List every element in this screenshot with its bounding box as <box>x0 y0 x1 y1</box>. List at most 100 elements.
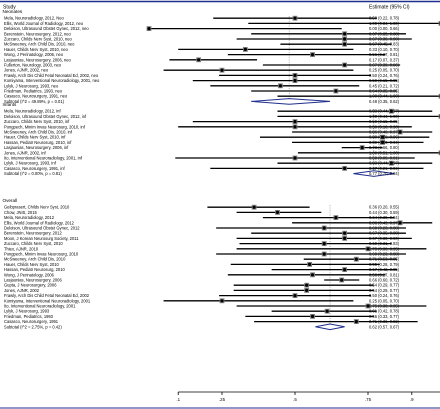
study-label: Ellis, World Journal of Radiology, 2012 <box>4 220 75 225</box>
estimate-text: 0.71 (0.36, 0.92) <box>369 319 400 324</box>
estimate-text: 0.50 (0.24, 0.76) <box>369 73 400 78</box>
point-estimate <box>343 42 347 46</box>
estimate-text: 0.50 (0.15, 0.85) <box>369 119 400 124</box>
point-estimate <box>354 320 358 324</box>
estimate-text: 0.60 (0.23, 0.88) <box>369 226 400 231</box>
study-label: Deloison, Ultrasound Obstet Gynec, 2012,… <box>4 114 87 119</box>
study-label: Zuccaro, Childs Nerv Syst, 2010 <box>4 241 63 246</box>
study-label: Hauer, Childs Nerv Syst, 2010, inf <box>4 135 66 140</box>
x-tick-label: .5 <box>293 397 297 402</box>
estimate-text: 1.00 (0.34, 1.00) <box>369 21 400 26</box>
subtotal-label: Subtotal (I^2 = 49.89%, p = 0.01) <box>4 99 65 104</box>
subtotal-estimate: 0.62 (0.57, 0.67) <box>369 324 400 329</box>
estimate-text: 0.67 (0.30, 0.90) <box>369 236 400 241</box>
estimate-text: 0.50 (0.22, 0.78) <box>369 16 400 21</box>
x-tick-label: .9 <box>410 397 414 402</box>
estimate-text: 0.25 (0.05, 0.70) <box>369 68 400 73</box>
study-label: Gupta, J Neurosurgery, 2006 <box>4 283 57 288</box>
point-estimate <box>360 146 364 150</box>
study-label: Zuccaro, Childs Nerv Syst, 2010, inf <box>4 119 70 124</box>
point-estimate <box>340 278 344 282</box>
point-estimate <box>293 73 297 77</box>
point-estimate <box>334 89 338 93</box>
study-label: Mela, Neuroradiology, 2012, Neo <box>4 16 64 21</box>
weight-box <box>438 114 440 119</box>
estimate-text: 0.50 (0.15, 0.85) <box>369 78 400 83</box>
point-estimate <box>293 79 297 83</box>
point-estimate <box>293 156 297 160</box>
estimate-text: 0.67 (0.30, 0.90) <box>369 37 400 42</box>
pooled-diamond <box>315 323 345 331</box>
estimate-text: 0.56 (0.33, 0.77) <box>369 314 400 319</box>
point-estimate <box>310 273 315 277</box>
study-label: Lasjaunias, Neurosurgery, 2006 <box>4 278 62 283</box>
estimate-text: 0.80 (0.38, 0.96) <box>369 135 400 140</box>
estimate-text: 0.75 (0.30, 0.95) <box>369 246 400 251</box>
pooled-diamond <box>353 170 395 177</box>
estimate-text: 0.73 (0.66, 0.80) <box>369 145 400 150</box>
study-label: Hauer, Childs Nerv Syst, 2010 <box>4 262 60 267</box>
study-label: Pongpech, Minim Invas Neurosurg, 2010 <box>4 252 79 257</box>
point-estimate <box>343 32 347 36</box>
estimate-text: 0.86 (0.49, 0.97) <box>369 220 400 225</box>
study-label: Jones, AJNR, 2002, inf <box>4 150 47 155</box>
section-title: Neonates <box>3 9 23 14</box>
estimate-text: 0.50 (0.10, 0.90) <box>369 124 400 129</box>
estimate-text: 0.54 (0.29, 0.77) <box>369 288 400 293</box>
estimate-text: 0.83 (0.44, 0.97) <box>369 109 400 114</box>
subtotal-label: Subtotal (I^2 = 0.00%, p = 0.81) <box>4 171 62 176</box>
point-estimate <box>252 205 256 209</box>
study-label: Frawly, Arch Dis Child Fetal Neonatal Ed… <box>4 73 99 78</box>
point-estimate <box>322 242 326 246</box>
study-label: Casasco, Neurosurgery, 1991, inf <box>4 166 66 171</box>
study-label: Ito, Interventional Neuroradiology, 2001… <box>4 156 83 161</box>
point-estimate <box>322 252 326 256</box>
estimate-text: 0.60 (0.23, 0.88) <box>369 252 400 257</box>
study-label: Ellis, World Journal of Radiology, 2012,… <box>4 21 84 26</box>
study-label: Berenstein, Neurosurgery, 2012, neo <box>4 31 72 36</box>
weight-box <box>438 150 440 156</box>
study-label: Lasjaunias, Neurosurgery, 2006, neo <box>4 57 72 62</box>
study-label: Ito, Interventional Neuroradiology, 2001 <box>4 304 76 309</box>
point-estimate <box>305 288 309 292</box>
x-axis: .1.25.5.75.91 <box>176 391 440 402</box>
study-label: Hassan, Pediatr Neurosurg, 2010 <box>4 267 65 272</box>
point-estimate <box>220 68 224 72</box>
study-label: Mela, Neuroradiology, 2012, inf <box>4 109 61 114</box>
study-label: Komiyama, Interventional Neuroradiology,… <box>4 298 91 303</box>
estimate-text: 0.00 (0.00, 0.66) <box>369 26 400 31</box>
subtotal-estimate: 0.48 (0.35, 0.62) <box>369 99 400 104</box>
estimate-text: 1.00 (0.44, 1.00) <box>369 114 400 119</box>
point-estimate <box>398 221 402 225</box>
study-label: Wong, J Perinatology, 2006 <box>4 272 55 277</box>
point-estimate <box>275 210 280 214</box>
study-label: Lylyk, J Neurosurg, 1993, inf <box>4 161 57 166</box>
section-title: Overall <box>3 198 18 203</box>
point-estimate <box>343 63 347 67</box>
weight-box <box>438 93 440 99</box>
point-estimate <box>343 166 347 170</box>
point-estimate <box>310 314 315 318</box>
point-estimate <box>366 247 370 251</box>
study-label: Chow, JNIS, 2015 <box>4 210 37 215</box>
point-estimate <box>293 120 297 124</box>
estimate-text: 0.56 (0.27, 0.81) <box>369 272 400 277</box>
estimate-text: 0.67 (0.42, 0.85) <box>369 267 400 272</box>
point-estimate <box>343 231 347 235</box>
study-label: Hauer, Childs Nerv Syst, 2010, neo <box>4 47 69 52</box>
estimate-text: 0.55 (0.28, 0.79) <box>369 262 400 267</box>
study-label: Friedman, Pediatrics, 1993, neo <box>4 89 63 94</box>
point-estimate <box>197 58 201 62</box>
estimate-text: 1.00 (0.44, 1.00) <box>369 94 400 99</box>
point-estimate <box>310 53 315 57</box>
grid-layer <box>288 16 375 324</box>
estimate-text: 0.83 (0.44, 0.97) <box>369 161 400 166</box>
point-estimate <box>305 283 309 287</box>
point-estimate <box>220 299 224 303</box>
weight-box <box>438 21 440 26</box>
study-label: Hassan, Pediatr Neurosurg, 2010, inf <box>4 140 72 145</box>
point-estimate <box>343 236 347 240</box>
estimate-text: 0.33 (0.10, 0.70) <box>369 47 400 52</box>
study-label: Wong, J Perinatology, 2006, neo <box>4 52 64 57</box>
